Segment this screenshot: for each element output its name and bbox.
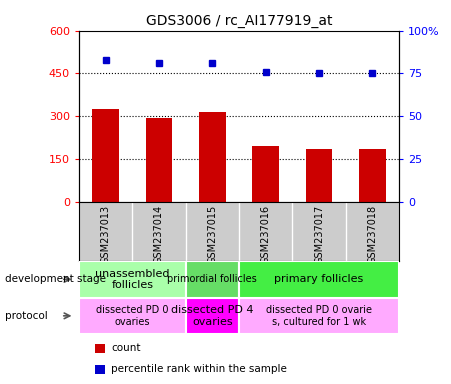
- Bar: [239, 298, 399, 334]
- Text: GSM237014: GSM237014: [154, 205, 164, 264]
- Bar: [292, 202, 346, 261]
- Bar: [95, 344, 105, 353]
- Bar: [306, 149, 332, 202]
- Text: protocol: protocol: [5, 311, 47, 321]
- Bar: [79, 202, 132, 261]
- Bar: [186, 261, 239, 298]
- Title: GDS3006 / rc_AI177919_at: GDS3006 / rc_AI177919_at: [146, 14, 332, 28]
- Bar: [146, 118, 172, 202]
- Text: GSM237018: GSM237018: [368, 205, 377, 264]
- Bar: [79, 261, 186, 298]
- Bar: [199, 112, 226, 202]
- Text: primordial follicles: primordial follicles: [167, 274, 257, 285]
- Text: GSM237013: GSM237013: [101, 205, 110, 264]
- Bar: [239, 202, 292, 261]
- Text: GSM237015: GSM237015: [207, 205, 217, 264]
- Bar: [346, 202, 399, 261]
- Bar: [92, 109, 119, 202]
- Text: count: count: [111, 343, 140, 353]
- Text: GSM237016: GSM237016: [261, 205, 271, 264]
- Text: unassembled
follicles: unassembled follicles: [95, 268, 170, 290]
- Bar: [132, 202, 186, 261]
- Text: percentile rank within the sample: percentile rank within the sample: [111, 364, 287, 374]
- Bar: [79, 298, 186, 334]
- Bar: [359, 149, 386, 202]
- Text: GSM237017: GSM237017: [314, 205, 324, 264]
- Bar: [253, 146, 279, 202]
- Text: dissected PD 0
ovaries: dissected PD 0 ovaries: [96, 305, 169, 327]
- Text: dissected PD 0 ovarie
s, cultured for 1 wk: dissected PD 0 ovarie s, cultured for 1 …: [266, 305, 372, 327]
- Bar: [186, 202, 239, 261]
- Bar: [239, 261, 399, 298]
- Bar: [186, 298, 239, 334]
- Text: development stage: development stage: [5, 274, 106, 285]
- Text: primary follicles: primary follicles: [275, 274, 364, 285]
- Text: dissected PD 4
ovaries: dissected PD 4 ovaries: [171, 305, 253, 327]
- Bar: [95, 364, 105, 374]
